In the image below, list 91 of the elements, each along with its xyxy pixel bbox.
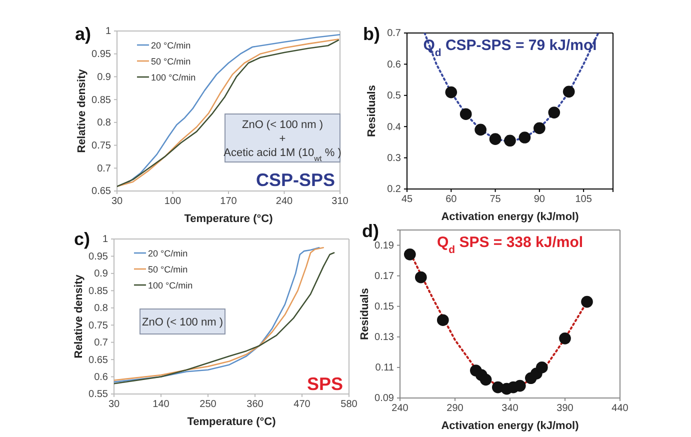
y-tick-label: 0.65 (92, 186, 112, 198)
x-axis-title: Temperature (°C) (187, 416, 276, 428)
y-tick-label: 0.9 (94, 268, 108, 280)
point (489, 133, 502, 145)
y-tick-label: 0.5 (387, 90, 402, 102)
x-tick-label: 440 (612, 403, 629, 414)
point (548, 106, 560, 118)
y-tick-label: 0.09 (374, 393, 394, 404)
x-tick-label: 100 (164, 196, 182, 208)
y-tick-label: 0.9 (97, 72, 112, 83)
y-tick-label: 0.95 (92, 49, 112, 60)
point (414, 271, 427, 284)
y-tick-label: 0.17 (374, 271, 394, 282)
x-tick-label: 470 (294, 399, 311, 410)
x-axis-title: Activation energy (kJ/mol) (441, 211, 580, 223)
text: a) (75, 24, 92, 44)
y-tick-label: 0.7 (97, 163, 112, 174)
y-tick-label: 0.8 (94, 303, 108, 314)
point (436, 314, 449, 326)
y-tick-label: 0.7 (387, 28, 402, 40)
x-tick-label: 340 (502, 403, 519, 414)
x-axis-title: Activation energy (kJ/mol) (441, 420, 580, 432)
y-tick-label: 0.11 (375, 362, 394, 374)
x-tick-label: 360 (246, 399, 264, 410)
y-tick-label: 0.75 (92, 140, 112, 152)
text: b) (363, 24, 380, 44)
y-tick-label: 0.85 (92, 94, 112, 106)
x-tick-label: 60 (446, 194, 458, 206)
y-tick-label: 1 (105, 26, 112, 38)
y-axis-title: Residuals (359, 288, 371, 340)
x-tick-label: 105 (575, 194, 592, 206)
text: c) (74, 229, 90, 249)
x-tick-label: 310 (332, 196, 349, 208)
annotation: ZnO (< 100 nm ) (142, 316, 224, 328)
y-tick-label: 0.55 (88, 389, 108, 400)
x-tick-label: 75 (490, 194, 502, 206)
point (559, 332, 571, 344)
y-tick-label: 0.13 (374, 332, 394, 344)
y-tick-label: 1 (102, 234, 108, 246)
chart-title: Q$_{d}$ SPS = 338 kJ/mol (436, 234, 584, 256)
x-tick-label: 30 (108, 399, 120, 410)
point (536, 362, 548, 374)
point (474, 124, 486, 136)
x-tick-label: 240 (392, 403, 409, 414)
x-tick-label: 390 (556, 403, 574, 414)
y-tick-label: 0.85 (88, 286, 108, 297)
x-tick-label: 90 (534, 194, 546, 206)
y-tick-label: 0.4 (387, 122, 402, 133)
legend-label: 20 °C/min (148, 248, 188, 258)
y-tick-label: 0.8 (97, 118, 112, 129)
y-tick-label: 0.75 (88, 320, 108, 332)
y-tick-label: 0.6 (387, 59, 402, 70)
legend-label: 50 °C/min (151, 56, 191, 66)
y-tick-label: 0.6 (94, 372, 108, 383)
y-axis-title: Residuals (366, 85, 378, 137)
point (460, 108, 472, 120)
x-tick-label: 290 (446, 403, 464, 414)
y-tick-label: 0.65 (88, 354, 108, 366)
point (534, 122, 546, 134)
legend-label: 100 °C/min (148, 280, 193, 290)
legend-label: 50 °C/min (148, 264, 188, 274)
x-tick-label: 45 (401, 194, 413, 206)
y-tick-label: 0.3 (387, 153, 402, 164)
point (445, 86, 458, 98)
x-axis-title: Temperature (°C) (184, 213, 274, 225)
annotation: ZnO (< 100 nm ) + Acetic acid 1M (10$_{wt}$ % ) (224, 119, 342, 162)
y-tick-label: 0.2 (387, 184, 402, 196)
x-tick-label: 170 (220, 196, 238, 208)
y-tick-label: 0.19 (374, 240, 394, 252)
x-tick-label: 30 (111, 196, 123, 208)
point (562, 86, 575, 98)
point (480, 374, 492, 386)
text: d) (362, 221, 379, 241)
annotation: CSP-SPS (256, 170, 335, 190)
legend-label: 100 °C/min (151, 72, 196, 82)
point (581, 296, 593, 308)
point (404, 248, 416, 260)
x-tick-label: 250 (200, 399, 217, 410)
y-tick-label: 0.95 (88, 251, 108, 262)
annotation: SPS (306, 374, 343, 394)
chart-title: Q$_{d}$ CSP-SPS = 79 kJ/mol (423, 37, 597, 59)
x-tick-label: 140 (152, 399, 170, 410)
point (518, 132, 531, 144)
x-tick-label: 240 (276, 196, 294, 208)
point (504, 134, 516, 147)
x-tick-label: 580 (340, 399, 358, 410)
y-axis-title: Relative density (73, 274, 85, 358)
y-tick-label: 0.7 (94, 338, 108, 349)
legend-label: 20 °C/min (151, 40, 191, 50)
y-tick-label: 0.15 (374, 302, 394, 313)
y-axis-title: Relative density (76, 68, 88, 153)
